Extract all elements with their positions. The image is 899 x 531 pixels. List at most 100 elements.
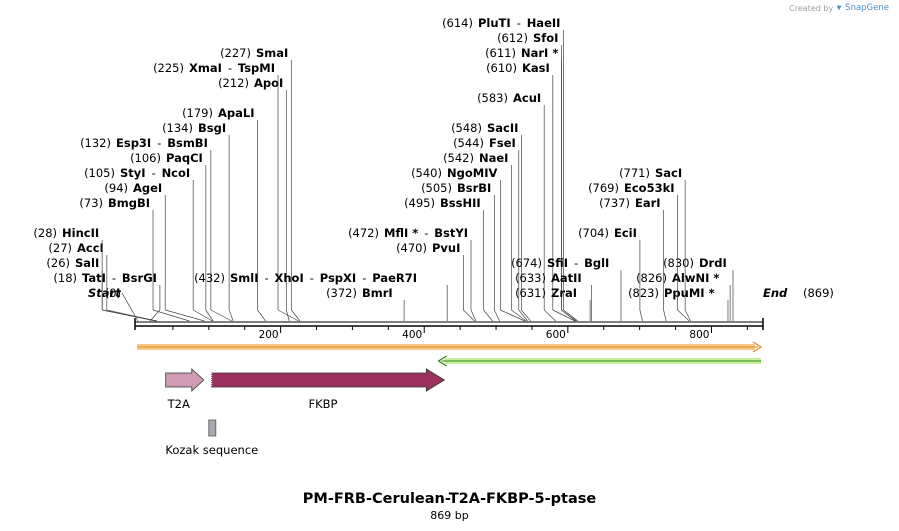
site-kasi-position: (610)	[486, 61, 517, 75]
site-alwni-name-0: AlwNI *	[672, 271, 719, 285]
site-ecii-name-0: EciI	[614, 226, 637, 240]
site-nari-position: (611)	[485, 46, 516, 60]
site-smli-position: (432)	[194, 271, 225, 285]
site-bmgbi-leader-tail	[152, 309, 190, 322]
site-sfoi-name-0: SfoI	[533, 31, 558, 45]
site-tati-position: (18)	[53, 271, 77, 285]
credit-prefix: Created by	[789, 3, 834, 13]
site-nari-name-0: NarI *	[521, 46, 558, 60]
map-length: 869 bp	[430, 509, 469, 522]
site-bsshii-position: (495)	[404, 196, 435, 210]
site-acci-name-0: AccI	[77, 241, 104, 255]
site-bsgi-position: (134)	[162, 121, 193, 135]
site-smli-separator-2: -	[310, 271, 314, 285]
end-label: End	[763, 286, 788, 300]
site-sali-position: (26)	[46, 256, 70, 270]
site-esp3i-position: (132)	[80, 136, 111, 150]
site-fsei-name-0: FseI	[489, 136, 516, 150]
site-styi-separator-1: -	[152, 166, 156, 180]
site-ppumi-name-0: PpuMI *	[664, 286, 715, 300]
site-sacii-name-0: SacII	[487, 121, 518, 135]
site-paqci-leader-tail	[205, 309, 214, 322]
site-bmgbi-name-0: BmgBI	[108, 196, 150, 210]
site-naei-name-0: NaeI	[479, 151, 508, 165]
site-styi-leader-tail	[193, 309, 213, 322]
site-bsshii-leader-tail	[483, 309, 493, 322]
site-ppumi-position: (823)	[628, 286, 659, 300]
site-agei-position: (94)	[104, 181, 128, 195]
site-acui-position: (583)	[477, 91, 508, 105]
site-pvui-name-0: PvuI	[432, 241, 460, 255]
ruler-label-600: 600	[546, 329, 566, 341]
site-bsrbi-position: (505)	[421, 181, 452, 195]
feature-kozak-box	[208, 419, 217, 437]
site-apoi-name-0: ApoI	[254, 76, 283, 90]
site-xmai-name-1: TspMI	[238, 61, 275, 75]
site-zrai-name-0: ZraI	[551, 286, 577, 300]
feature-t2a-arrow	[165, 368, 205, 392]
site-bsrbi-name-0: BsrBI	[457, 181, 491, 195]
site-bsshii-name-0: BssHII	[440, 196, 481, 210]
site-naei-position: (542)	[443, 151, 474, 165]
map-title: PM-FRB-Cerulean-T2A-FKBP-5-ptase	[302, 491, 597, 507]
site-hincii-position: (28)	[33, 226, 57, 240]
site-sacii-leader-tail	[521, 309, 531, 322]
site-smli-name-1: XhoI	[275, 271, 304, 285]
site-hincii-leader-tail	[102, 309, 158, 322]
feature-fkbp-arrow	[211, 368, 446, 392]
site-ngomiv-leader-tail	[500, 309, 525, 322]
site-xmai-leader-tail	[277, 309, 299, 322]
feature-t2a-label: T2A	[167, 397, 190, 411]
ruler-label-200: 200	[259, 329, 279, 341]
site-naei-leader-tail	[511, 309, 527, 322]
site-eco53ki-position: (769)	[588, 181, 619, 195]
site-smai-leader-tail	[291, 309, 301, 322]
site-saci-name-0: SacI	[655, 166, 682, 180]
site-paqci-name-0: PaqCI	[166, 151, 203, 165]
site-bsgi-leader-tail	[228, 309, 234, 322]
orange-track-arrowhead	[752, 341, 763, 353]
site-hincii-name-0: HincII	[62, 226, 99, 240]
site-smli-name-3: PaeR7I	[372, 271, 417, 285]
ruler-label-400: 400	[402, 329, 422, 341]
site-eco53ki-name-0: Eco53kI	[624, 181, 675, 195]
snapgene-logo-icon	[836, 5, 842, 11]
site-eari-leader-tail	[663, 309, 667, 322]
site-sali-name-0: SalI	[75, 256, 99, 270]
snapgene-credit: Created by SnapGene	[789, 3, 889, 13]
site-agei-name-0: AgeI	[133, 181, 162, 195]
site-acui-leader-tail	[543, 309, 556, 322]
site-esp3i-leader-tail	[210, 309, 232, 322]
site-sfii-position: (674)	[511, 256, 542, 270]
site-bsgi-name-0: BsgI	[198, 121, 226, 135]
site-bsrbi-leader-tail	[494, 309, 500, 322]
site-kasi-leader-tail	[552, 309, 576, 322]
site-aatii-name-0: AatII	[551, 271, 582, 285]
site-sfoi-leader-tail	[561, 309, 577, 322]
site-pluti-name-0: PluTI	[478, 16, 511, 30]
site-apali-position: (179)	[182, 106, 213, 120]
site-ngomiv-position: (540)	[411, 166, 442, 180]
site-xmai-name-0: XmaI	[189, 61, 222, 75]
site-drdi-name-0: DrdI	[699, 256, 727, 270]
site-xmai-position: (225)	[153, 61, 184, 75]
site-smli-name-0: SmlI	[230, 271, 259, 285]
site-pluti-separator-1: -	[517, 16, 521, 30]
site-sacii-position: (548)	[451, 121, 482, 135]
feature-fkbp-label: FKBP	[309, 397, 338, 411]
site-ngomiv-name-0: NgoMIV	[447, 166, 497, 180]
site-styi-position: (105)	[84, 166, 115, 180]
site-smai-position: (227)	[220, 46, 251, 60]
green-track-arrowhead	[437, 355, 447, 367]
site-eari-name-0: EarI	[635, 196, 661, 210]
site-smli-name-2: PspXI	[320, 271, 356, 285]
site-styi-name-1: NcoI	[162, 166, 191, 180]
site-mfli-separator-1: -	[424, 226, 428, 240]
site-mfli-name-0: MflI *	[384, 226, 418, 240]
site-bmri-position: (372)	[326, 286, 357, 300]
start-label: Start	[88, 286, 121, 300]
feature-kozak-label: Kozak sequence	[165, 443, 258, 457]
site-fsei-position: (544)	[453, 136, 484, 150]
site-styi-name-0: StyI	[120, 166, 146, 180]
site-esp3i-name-0: Esp3I	[116, 136, 151, 150]
